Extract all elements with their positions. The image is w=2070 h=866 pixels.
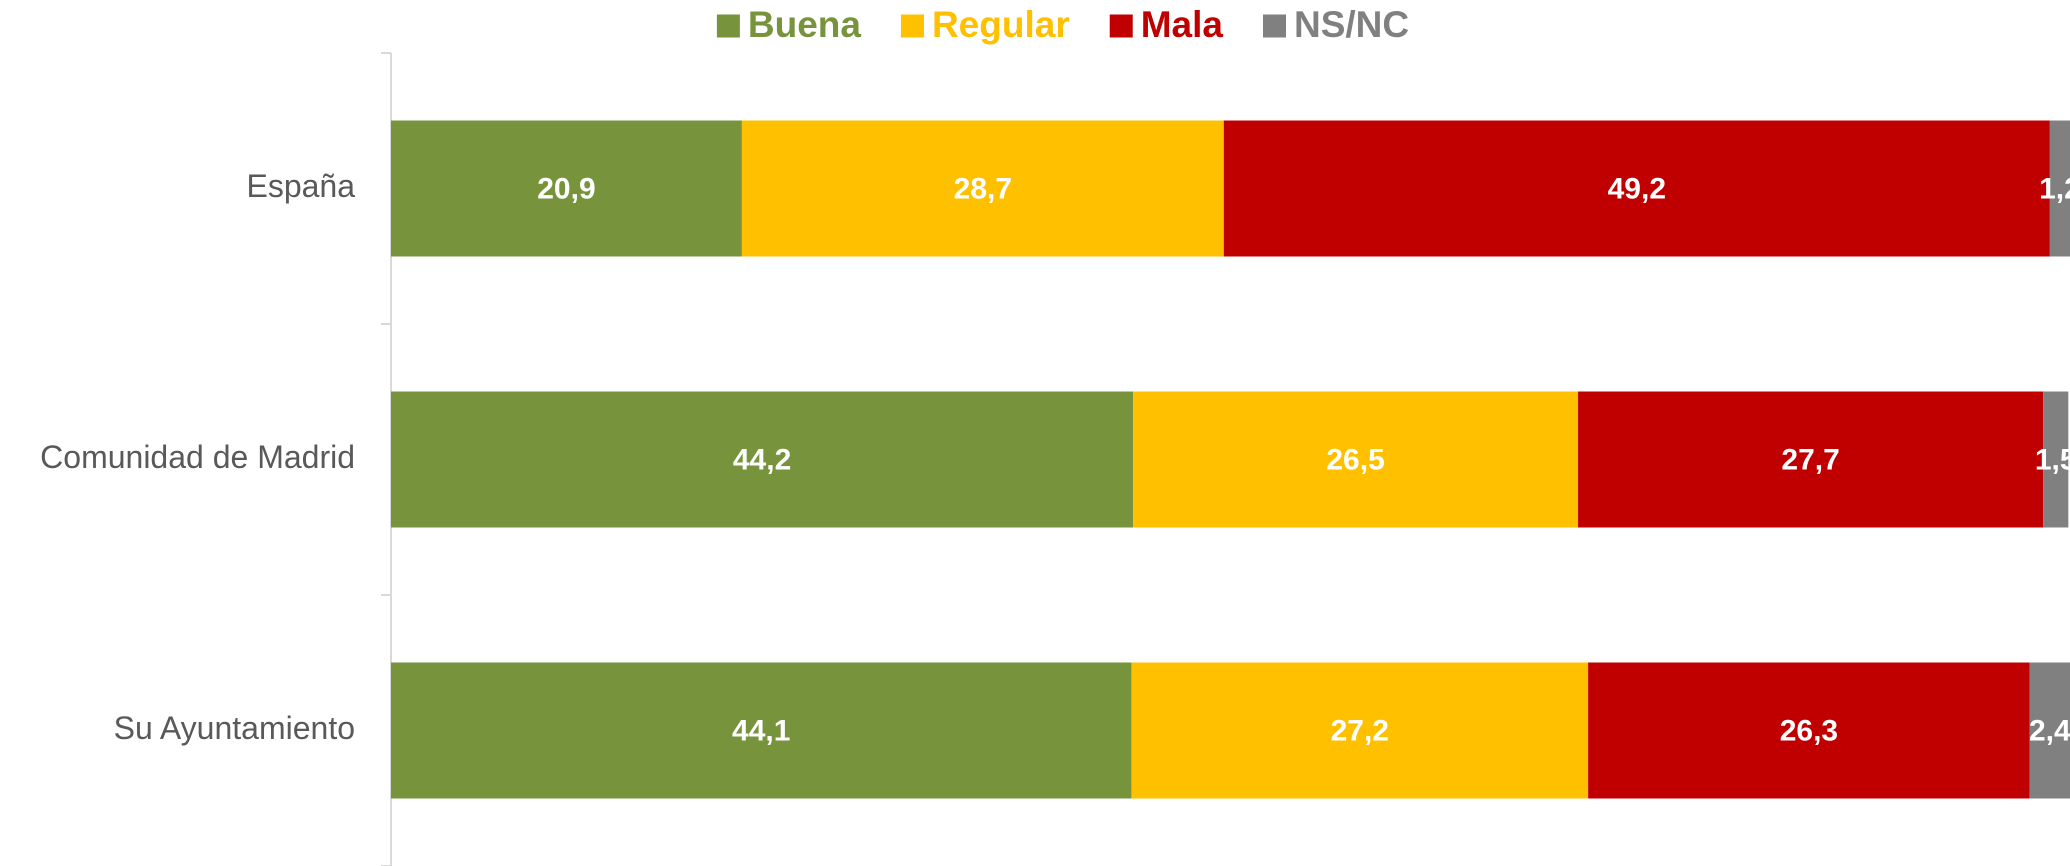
category-label: Su Ayuntamiento <box>114 710 355 746</box>
bar-segment <box>1588 662 2030 799</box>
legend-label: Regular <box>932 4 1070 45</box>
legend-label: Mala <box>1141 4 1224 45</box>
bar-segment <box>1131 662 1589 799</box>
legend-swatch <box>900 14 924 38</box>
data-label: 44,1 <box>732 714 790 747</box>
bar-segment <box>2049 120 2070 257</box>
bar-segment <box>391 662 1132 799</box>
bar-segment <box>2029 662 2070 799</box>
data-label: 44,2 <box>733 443 791 476</box>
data-label: 27,7 <box>1781 443 1839 476</box>
data-label: 1,5 <box>2035 443 2070 476</box>
legend-swatch <box>1109 14 1133 38</box>
bar-segment <box>1223 120 2050 257</box>
data-label: 1,2 <box>2039 172 2070 205</box>
data-label: 20,9 <box>537 172 595 205</box>
data-label: 26,3 <box>1780 714 1838 747</box>
bar-segment <box>1578 391 2044 528</box>
data-label: 49,2 <box>1608 172 1666 205</box>
category-label: España <box>246 168 355 204</box>
data-label: 27,2 <box>1331 714 1389 747</box>
legend-swatch <box>1262 14 1286 38</box>
data-label: 26,5 <box>1326 443 1384 476</box>
data-label: 2,4 <box>2029 714 2070 747</box>
plot-area: España 20,9 28,7 49,2 1,2 Comunidad de Madrid… <box>40 52 2070 866</box>
legend: Buena Regular Mala NS/NC <box>716 4 1409 45</box>
bar-segment <box>2043 391 2069 528</box>
data-label: 28,7 <box>954 172 1012 205</box>
bar-segment <box>741 120 1224 257</box>
legend-swatch <box>716 14 740 38</box>
category-label: Comunidad de Madrid <box>40 439 355 475</box>
bar-segment <box>391 120 742 257</box>
legend-label: NS/NC <box>1294 4 1409 45</box>
bar-segment <box>1133 391 1579 528</box>
legend-label: Buena <box>748 4 862 45</box>
bar-segment <box>391 391 1134 528</box>
